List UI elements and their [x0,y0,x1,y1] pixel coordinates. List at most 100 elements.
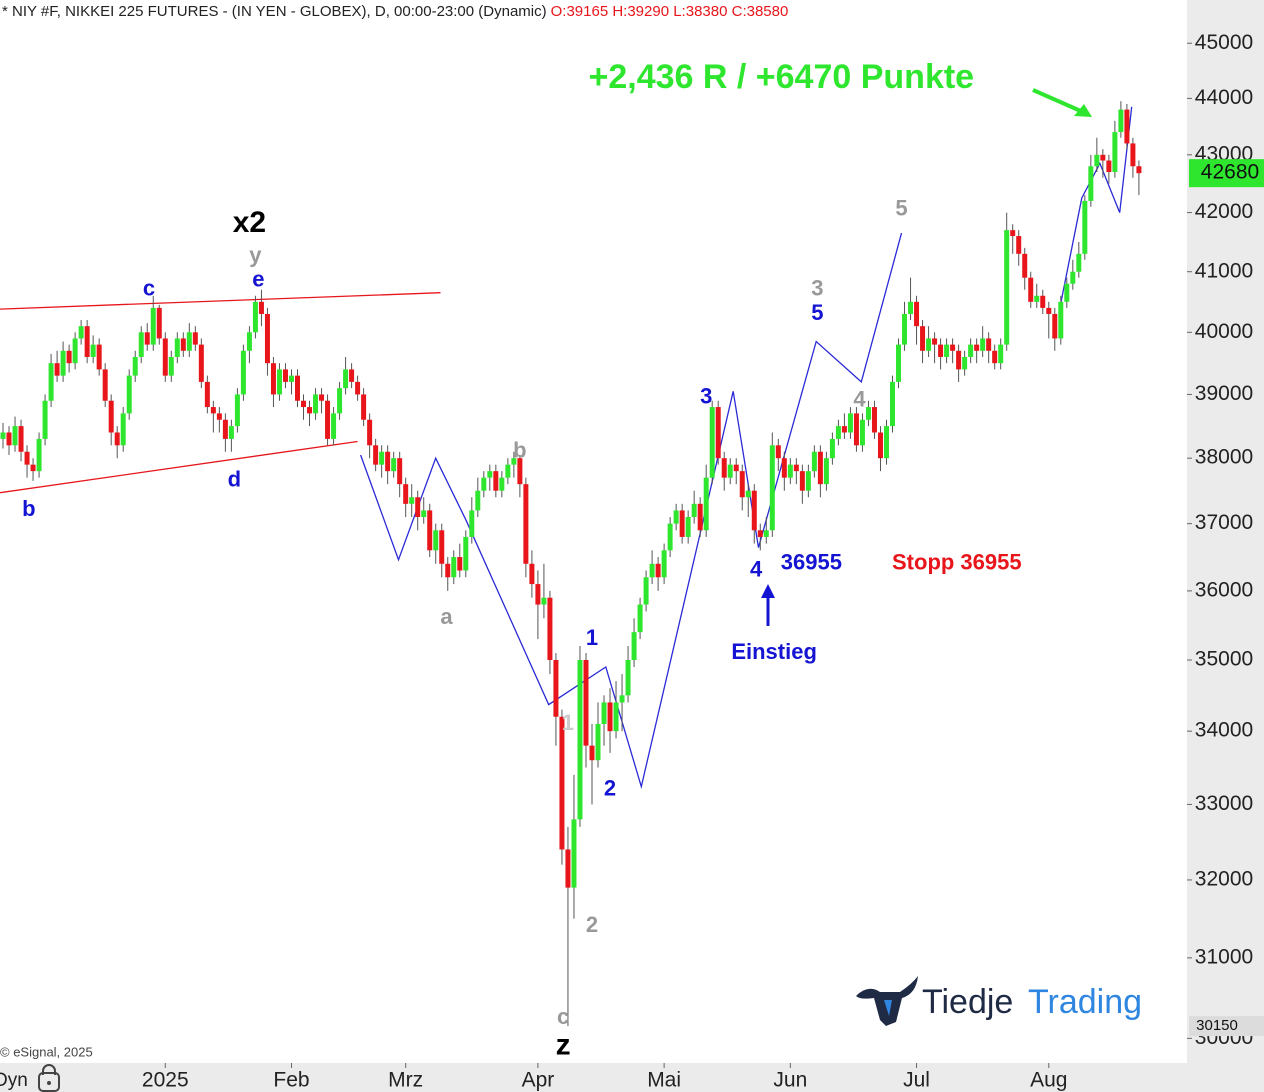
candle-body [72,338,78,364]
annotation: 3 [700,383,712,408]
annotation: 3 [811,276,823,301]
candle-body [835,426,841,439]
y-tick-label: 44000 [1195,86,1253,109]
candle-body [222,419,228,439]
candle-body [397,458,403,485]
candle-body [337,388,343,414]
candle-body [757,530,763,537]
candle-body [517,458,523,485]
annotation: d [228,467,241,492]
price-label: 30150 [1196,1017,1238,1034]
candle-body [198,344,204,382]
candle-body [216,413,222,420]
candle-body [805,471,811,491]
y-tick-label: 34000 [1195,719,1253,742]
candle-body [301,400,307,408]
candle-body [162,338,168,376]
candle-body [481,477,487,491]
candle-body [589,745,595,761]
annotation: b [22,496,35,521]
header: * NIY #F, NIKKEI 225 FUTURES - (IN YEN -… [2,3,788,20]
candle-body [1028,277,1034,302]
candle-body [914,301,920,327]
candle-body [1124,109,1130,144]
candle-body [968,344,974,357]
candle-body [601,702,607,724]
candle-body [325,400,331,439]
y-tick-label: 40000 [1195,320,1253,343]
candle-body [745,490,751,498]
candle-body [1088,166,1094,201]
candle-body [252,301,258,333]
x-axis-panel [0,1063,1264,1092]
candle-body [66,350,72,364]
candle-body [192,332,198,345]
candle-body [1004,230,1010,345]
candle-body [902,313,908,345]
candle-body [583,660,589,746]
candle-body [367,419,373,446]
x-tick-label: 2025 [142,1069,189,1092]
x-tick-label: Mai [647,1069,681,1092]
candle-body [276,369,282,395]
ohlc: O:39165 H:39290 L:38380 C:38580 [551,3,789,20]
candle-body [739,471,745,498]
y-tick-label: 39000 [1195,382,1253,405]
candle-body [1118,109,1124,133]
candle-body [30,464,36,472]
candle-body [535,584,541,605]
trend-line [1058,106,1133,310]
candle-body [415,497,421,518]
candle-body [847,413,853,433]
candle-body [685,517,691,537]
candle-body [733,464,739,472]
candle-body [571,819,577,888]
candle-body [174,338,180,357]
candle-body [186,332,192,351]
candle-body [697,503,703,531]
candle-body [288,375,294,382]
candle-body [992,350,998,364]
candle-body [126,375,132,414]
candle-body [295,375,301,401]
candle-body [379,451,385,465]
candle-body [890,381,896,427]
price-label-box [1189,1016,1264,1037]
candle-body [577,660,583,820]
candle-body [751,490,757,531]
candle-body [475,490,481,511]
annotation: c [557,1004,569,1029]
candle-body [787,464,793,478]
candle-body [1046,307,1052,314]
candle-body [12,426,18,446]
annotation: 1 [586,625,598,650]
candle-body [793,464,799,472]
candle-body [619,695,625,703]
candle-body [409,497,415,504]
annotation: 2 [604,775,616,800]
candle-body [463,536,469,571]
y-tick-label: 38000 [1195,446,1253,469]
candle-body [427,510,433,551]
candle-body [1106,160,1112,173]
mode-label: Dyn [0,1070,28,1091]
y-tick-label: 33000 [1195,792,1253,815]
x-tick-label: Aug [1030,1069,1067,1092]
candle-body [643,577,649,605]
y-tick-label: 31000 [1195,945,1253,968]
logo-part2: Trading [1028,983,1142,1021]
candle-body [240,350,246,395]
candle-body [132,356,138,376]
copyright: © eSignal, 2025 [0,1044,93,1059]
candle-body [54,363,60,376]
lock-icon[interactable] [38,1064,60,1092]
candle-body [547,597,553,661]
trend-line [359,232,903,790]
candle-body [1022,253,1028,278]
candle-body [661,550,667,578]
candle-body [613,702,619,732]
candle-body [703,477,709,531]
candle-body [343,369,349,389]
annotation: 5 [811,300,823,325]
y-tick-label: 41000 [1195,259,1253,282]
